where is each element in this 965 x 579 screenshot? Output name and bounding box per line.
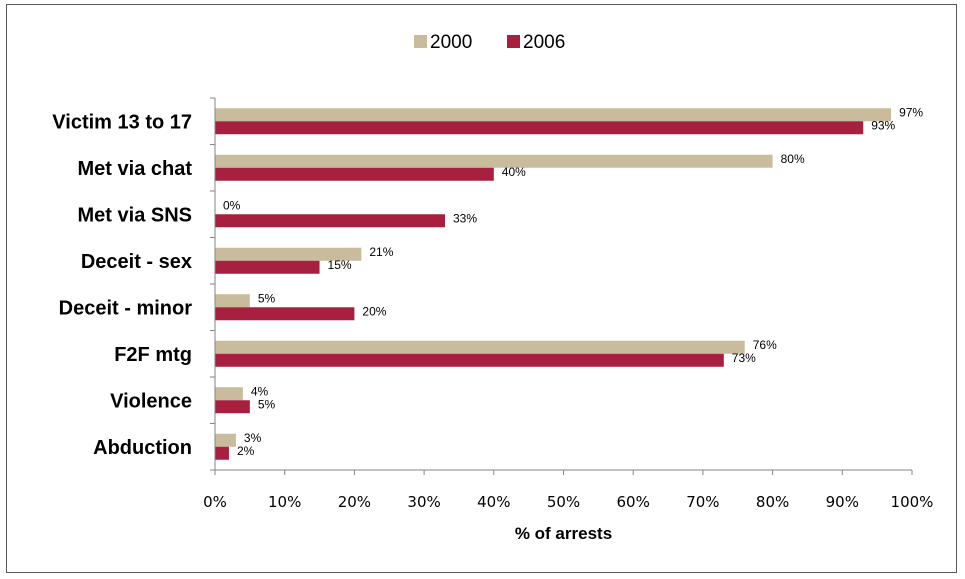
bar-2006-6 <box>215 400 250 414</box>
x-tick-label-1: 10% <box>268 493 301 511</box>
category-label-5: F2F mtg <box>114 344 192 366</box>
bar-2006-4 <box>215 307 355 321</box>
x-tick-label-4: 40% <box>477 493 510 511</box>
category-label-3: Deceit - sex <box>81 251 192 273</box>
data-label-2006-0: 93% <box>871 118 895 132</box>
labels: 97% 93% Victim 13 to 17 80% 40% Met via chat 0… <box>52 105 933 543</box>
x-axis-title: % of arrests <box>515 524 612 543</box>
x-tick-label-3: 30% <box>407 493 440 511</box>
bar-2006-5 <box>215 353 724 367</box>
axes <box>210 97 913 475</box>
data-label-2000-3: 21% <box>369 245 393 259</box>
bar-2000-0 <box>215 108 892 122</box>
bars <box>215 108 892 460</box>
category-label-0: Victim 13 to 17 <box>52 111 192 133</box>
category-label-6: Violence <box>110 390 192 412</box>
data-label-2006-6: 5% <box>258 397 276 411</box>
x-tick-label-0: 0% <box>203 493 227 511</box>
category-label-1: Met via chat <box>78 158 193 180</box>
data-label-2000-1: 80% <box>781 152 805 166</box>
bar-2006-1 <box>215 167 494 181</box>
x-tick-label-6: 60% <box>617 493 650 511</box>
bar-2000-7 <box>215 433 236 447</box>
data-label-2006-5: 73% <box>732 351 756 365</box>
data-label-2006-7: 2% <box>237 444 255 458</box>
bar-2006-0 <box>215 121 864 135</box>
bar-2006-2 <box>215 214 446 228</box>
legend-label-2006: 2006 <box>523 32 565 53</box>
bar-2000-4 <box>215 294 250 308</box>
bar-2006-7 <box>215 446 229 460</box>
bar-2000-5 <box>215 340 745 354</box>
bar-2000-1 <box>215 154 773 168</box>
bar-2000-3 <box>215 247 362 261</box>
data-label-2000-2: 0% <box>223 198 241 212</box>
x-tick-label-9: 90% <box>826 493 859 511</box>
data-label-2000-5: 76% <box>753 338 777 352</box>
x-tick-label-2: 20% <box>338 493 371 511</box>
category-label-7: Abduction <box>93 437 192 459</box>
data-label-2000-7: 3% <box>244 431 262 445</box>
x-tick-label-10: 100% <box>891 493 934 511</box>
x-tick-label-8: 80% <box>756 493 789 511</box>
bar-2006-3 <box>215 260 320 274</box>
data-label-2000-4: 5% <box>258 291 276 305</box>
data-label-2006-4: 20% <box>362 304 386 318</box>
x-tick-label-5: 50% <box>547 493 580 511</box>
data-label-2006-3: 15% <box>328 258 352 272</box>
bar-2000-6 <box>215 387 243 401</box>
data-label-2000-6: 4% <box>251 384 269 398</box>
x-tick-label-7: 70% <box>686 493 719 511</box>
category-label-4: Deceit - minor <box>59 297 193 319</box>
legend-label-2000: 2000 <box>430 32 472 53</box>
data-label-2006-1: 40% <box>502 165 526 179</box>
legend-swatch-2006 <box>507 35 520 48</box>
chart-frame <box>6 4 957 573</box>
category-label-2: Met via SNS <box>78 204 192 226</box>
legend: 2000 2006 <box>414 32 565 53</box>
data-label-2006-2: 33% <box>453 211 477 225</box>
legend-swatch-2000 <box>414 35 427 48</box>
data-label-2000-0: 97% <box>899 105 923 119</box>
